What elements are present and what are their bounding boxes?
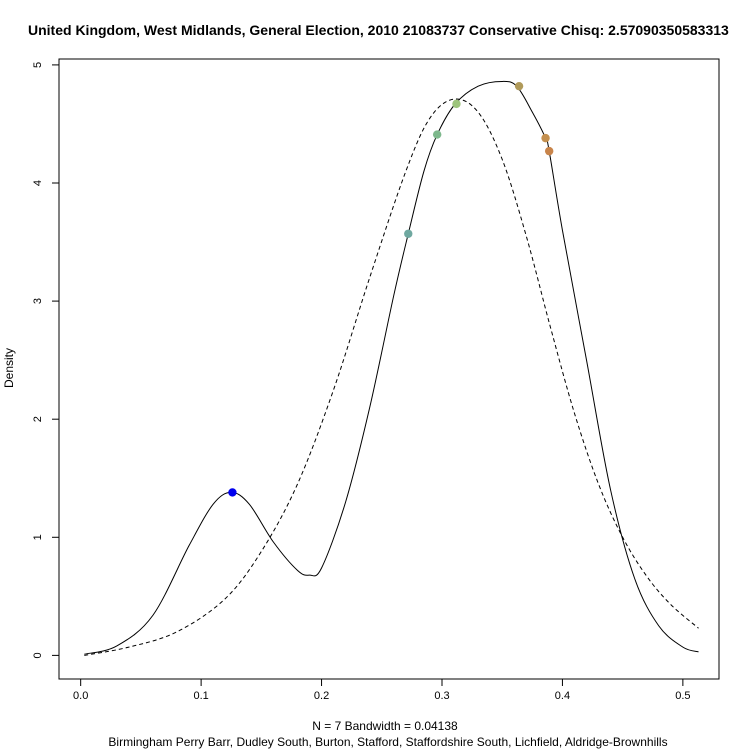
x-tick-label: 0.5 [675,690,690,702]
y-tick-label: 4 [32,180,44,186]
points-layer [228,81,554,497]
x-tick-label: 0.4 [555,690,570,702]
data-point [452,99,461,109]
data-point [228,488,237,497]
y-tick-label: 1 [32,534,44,540]
x-tick-label: 0.3 [434,690,449,702]
chart-subtitle: Birmingham Perry Barr, Dudley South, Bur… [108,735,667,749]
data-point [514,81,524,91]
x-axis: 0.0 0.1 0.2 0.3 0.4 0.5 [73,678,691,702]
data-point [432,130,442,139]
chart-title: United Kingdom, West Midlands, General E… [28,22,729,38]
x-axis-label: N = 7 Bandwidth = 0.04138 [312,719,458,733]
plot-frame [58,58,720,680]
y-tick-label: 3 [32,298,44,304]
y-axis-label: Density [2,348,16,388]
data-point [544,146,554,156]
x-tick-label: 0.2 [314,690,329,702]
data-point [541,133,550,143]
y-tick-label: 5 [32,62,44,68]
x-tick-label: 0.0 [73,690,88,702]
dashed-density-line [84,98,699,656]
x-tick-label: 0.1 [193,690,208,702]
y-tick-label: 0 [32,652,44,658]
series-layer [84,80,699,656]
y-tick-label: 2 [32,416,44,422]
y-axis: 0 1 2 3 4 5 [32,62,60,658]
solid-density-line [84,80,699,655]
data-point [404,229,413,238]
